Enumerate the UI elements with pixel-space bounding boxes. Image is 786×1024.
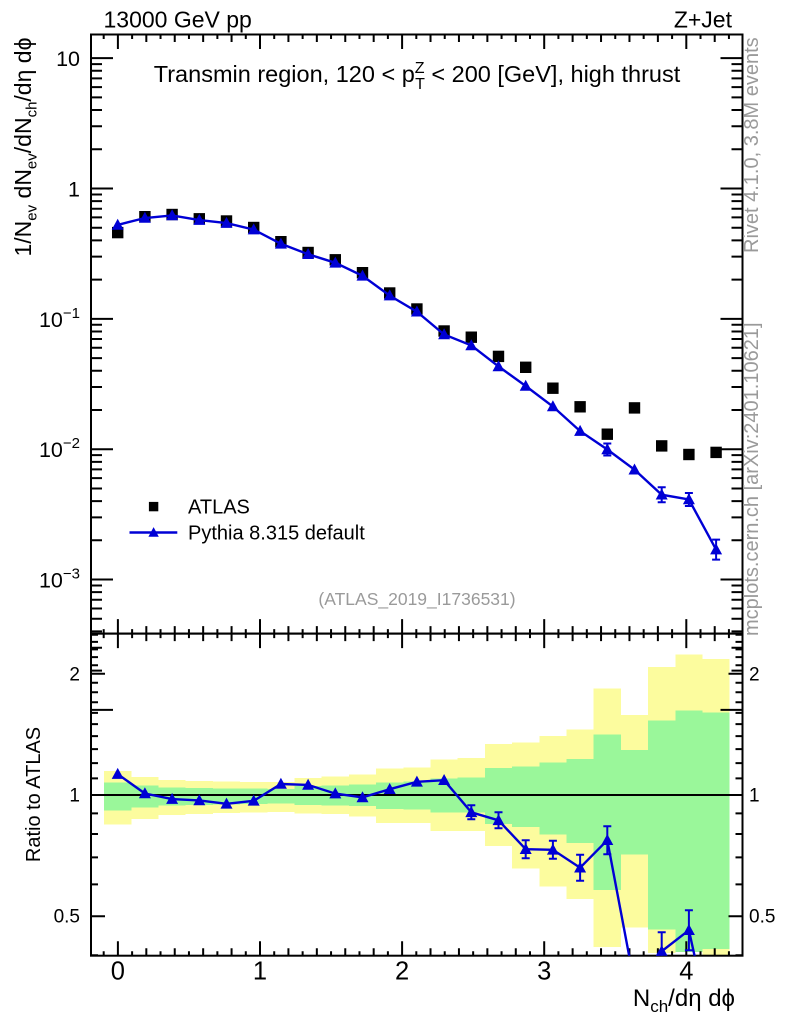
svg-text:2: 2 bbox=[749, 664, 760, 685]
svg-text:4: 4 bbox=[679, 958, 693, 986]
svg-text:Rivet 4.1.0, 3.8M events: Rivet 4.1.0, 3.8M events bbox=[741, 37, 763, 253]
svg-text:mcplots.cern.ch [arXiv:2401.10: mcplots.cern.ch [arXiv:2401.10621] bbox=[741, 322, 763, 636]
svg-text:(ATLAS_2019_I1736531): (ATLAS_2019_I1736531) bbox=[318, 589, 515, 610]
svg-text:1: 1 bbox=[68, 178, 80, 202]
svg-text:13000 GeV pp: 13000 GeV pp bbox=[104, 7, 252, 33]
svg-text:1: 1 bbox=[253, 958, 267, 986]
svg-text:Z+Jet: Z+Jet bbox=[674, 7, 733, 33]
svg-text:Ratio to ATLAS: Ratio to ATLAS bbox=[23, 727, 45, 862]
svg-text:10−3: 10−3 bbox=[39, 566, 80, 593]
svg-text:0: 0 bbox=[111, 958, 125, 986]
svg-text:2: 2 bbox=[395, 958, 409, 986]
svg-text:0.5: 0.5 bbox=[749, 907, 775, 928]
svg-text:10−2: 10−2 bbox=[39, 435, 80, 462]
svg-text:3: 3 bbox=[537, 958, 551, 986]
svg-text:2: 2 bbox=[69, 664, 80, 685]
svg-text:1: 1 bbox=[749, 786, 760, 807]
svg-text:Nch/dη dϕ: Nch/dη dϕ bbox=[633, 985, 735, 1016]
svg-text:1: 1 bbox=[69, 786, 80, 807]
svg-text:ATLAS: ATLAS bbox=[188, 497, 250, 519]
svg-text:10: 10 bbox=[56, 47, 80, 71]
svg-text:Pythia 8.315 default: Pythia 8.315 default bbox=[188, 523, 365, 545]
svg-text:1/Nev dNev/dNch/dη dϕ: 1/Nev dNev/dNch/dη dϕ bbox=[10, 38, 41, 257]
svg-text:0.5: 0.5 bbox=[54, 907, 80, 928]
